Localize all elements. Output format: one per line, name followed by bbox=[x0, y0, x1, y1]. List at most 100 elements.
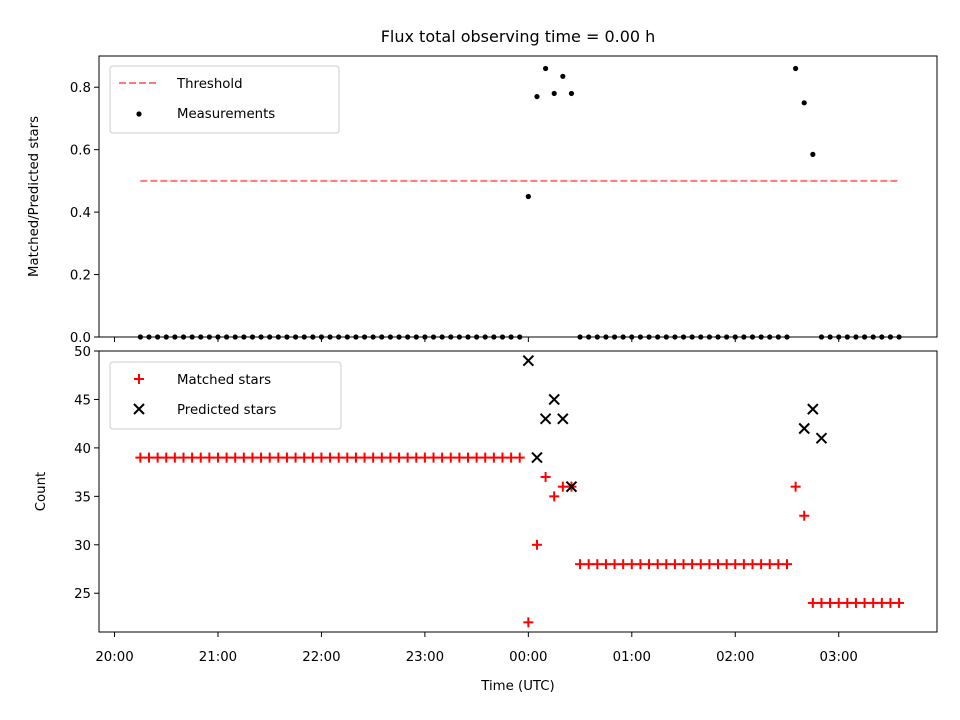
matched-star-point bbox=[833, 597, 844, 608]
bottom-y-tick-label: 50 bbox=[74, 345, 91, 360]
bottom-y-tick-label: 40 bbox=[74, 442, 91, 457]
matched-star-point bbox=[781, 559, 792, 570]
bottom-legend-box bbox=[109, 361, 342, 430]
matched-star-point bbox=[411, 452, 422, 463]
matched-star-point bbox=[807, 597, 818, 608]
matched-star-point bbox=[350, 452, 361, 463]
matched-star-point bbox=[454, 452, 465, 463]
matched-star-point bbox=[437, 452, 448, 463]
measurement-point bbox=[793, 65, 799, 72]
matched-star-point bbox=[212, 452, 223, 463]
matched-star-point bbox=[618, 559, 629, 570]
top-x-axis-ticks bbox=[114, 337, 840, 342]
bottom-y-axis-ticks: 25 30 35 40 45 50 bbox=[74, 345, 99, 602]
matched-star-point bbox=[626, 559, 637, 570]
matched-star-point bbox=[678, 559, 689, 570]
x-tick-label: 23:00 bbox=[406, 650, 444, 665]
matched-star-point bbox=[221, 452, 232, 463]
measurement-point bbox=[542, 65, 549, 72]
matched-star-point bbox=[885, 597, 896, 608]
top-y-tick-label: 0.8 bbox=[70, 81, 91, 96]
x-tick-label: 21:00 bbox=[199, 650, 237, 665]
matched-star-point bbox=[394, 452, 405, 463]
x-tick-label: 00:00 bbox=[509, 650, 547, 665]
top-y-axis-ticks: 0.0 0.2 0.4 0.6 0.8 bbox=[70, 81, 99, 346]
matched-star-point bbox=[756, 559, 767, 570]
bottom-y-tick-label: 45 bbox=[74, 393, 91, 408]
matched-star-point bbox=[462, 452, 473, 463]
matched-star-point bbox=[583, 559, 594, 570]
measurement-point bbox=[525, 193, 531, 200]
bottom-y-tick-label: 35 bbox=[74, 490, 91, 505]
matched-star-point bbox=[299, 452, 310, 463]
matched-star-point bbox=[842, 597, 853, 608]
measurement-point bbox=[551, 90, 557, 97]
bottom-plot-frame bbox=[98, 350, 938, 633]
matched-star-point bbox=[480, 452, 491, 463]
matched-star-point bbox=[738, 559, 749, 570]
predicted-star-point bbox=[539, 413, 552, 425]
matched-star-point bbox=[713, 559, 724, 570]
top-y-tick-label: 0.2 bbox=[70, 269, 91, 284]
matched-star-point bbox=[635, 559, 646, 570]
matched-star-point bbox=[661, 559, 672, 570]
predicted-star-point bbox=[522, 354, 535, 367]
predicted-star-point bbox=[548, 393, 560, 406]
matched-star-point bbox=[876, 597, 887, 608]
matched-star-point bbox=[169, 452, 180, 463]
matched-star-point bbox=[652, 559, 663, 570]
top-legend-swatch bbox=[136, 111, 142, 117]
matched-star-point bbox=[721, 559, 732, 570]
matched-star-point bbox=[376, 452, 387, 463]
bottom-legend-swatch bbox=[134, 374, 144, 384]
matched-star-point bbox=[471, 452, 482, 463]
matched-star-point bbox=[575, 559, 586, 570]
matched-star-point bbox=[195, 452, 206, 463]
x-axis-label: Time (UTC) bbox=[480, 679, 555, 694]
predicted-star-point bbox=[565, 480, 578, 493]
matched-star-point bbox=[419, 452, 430, 463]
matched-star-point bbox=[238, 452, 249, 463]
matched-star-point bbox=[290, 452, 301, 463]
matched-star-point bbox=[687, 559, 698, 570]
matched-star-point bbox=[514, 452, 525, 463]
matched-star-point bbox=[894, 597, 905, 608]
matched-star-point bbox=[187, 452, 198, 463]
matched-star-point bbox=[609, 559, 620, 570]
bottom-x-axis-ticks: 20:00 21:00 22:00 23:00 00:00 01:00 02:00 03:00 bbox=[95, 632, 858, 665]
matched-star-point bbox=[506, 452, 517, 463]
matched-star-point bbox=[368, 452, 379, 463]
predicted-star-point bbox=[815, 432, 828, 444]
matched-star-point bbox=[523, 617, 534, 628]
matched-star-point bbox=[135, 452, 146, 463]
top-legend-label: Measurements bbox=[177, 107, 275, 122]
matched-star-point bbox=[152, 452, 163, 463]
matched-star-point bbox=[230, 452, 241, 463]
matched-star-point bbox=[773, 559, 784, 570]
predicted-star-point bbox=[531, 451, 543, 464]
bottom-data-marks bbox=[135, 354, 905, 628]
matched-star-point bbox=[816, 597, 827, 608]
measurement-point bbox=[810, 151, 816, 157]
matched-star-point bbox=[531, 539, 542, 550]
matched-star-point bbox=[161, 452, 172, 463]
matched-star-point bbox=[359, 452, 370, 463]
matched-star-point bbox=[730, 559, 741, 570]
top-y-tick-label: 0.0 bbox=[70, 331, 91, 346]
matched-star-point bbox=[281, 452, 292, 463]
chart-title: Flux total observing time = 0.00 h bbox=[381, 27, 656, 46]
matched-star-point bbox=[825, 597, 836, 608]
matched-star-point bbox=[592, 559, 603, 570]
top-legend-box bbox=[109, 65, 340, 134]
bottom-y-tick-label: 25 bbox=[74, 587, 91, 602]
matched-star-point bbox=[850, 597, 861, 608]
matched-star-point bbox=[600, 559, 611, 570]
bottom-legend-label: Predicted stars bbox=[177, 403, 276, 418]
measurement-point bbox=[568, 90, 575, 97]
predicted-star-point bbox=[807, 403, 819, 415]
matched-star-point bbox=[333, 452, 344, 463]
matched-star-point bbox=[488, 452, 499, 463]
matched-star-point bbox=[557, 481, 568, 492]
top-panel: 0.00.20.40.60.8 Matched/Predicted stars … bbox=[27, 55, 938, 346]
